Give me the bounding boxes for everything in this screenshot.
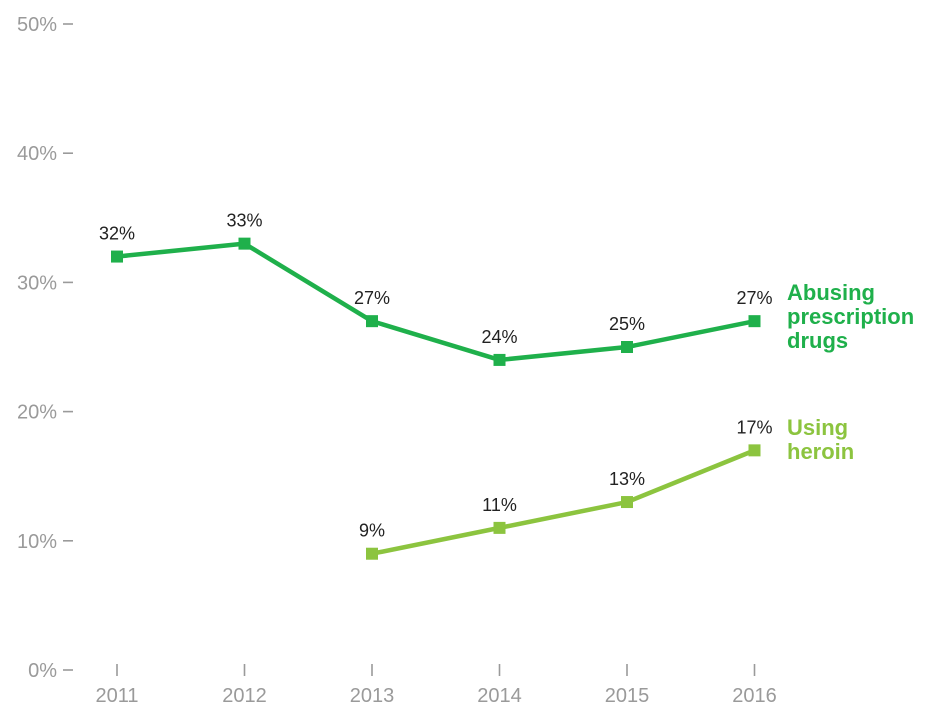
data-label: 32% xyxy=(99,224,135,244)
x-tick-label: 2013 xyxy=(350,685,395,707)
x-tick-label: 2016 xyxy=(732,685,777,707)
series-line xyxy=(116,241,755,363)
data-point-marker xyxy=(493,521,506,534)
data-label: 11% xyxy=(482,495,517,515)
x-tick-label: 2011 xyxy=(95,685,138,707)
data-label: 27% xyxy=(736,288,772,308)
data-label: 17% xyxy=(736,417,772,437)
series-name-label: prescription xyxy=(787,304,914,329)
data-label: 33% xyxy=(226,211,262,231)
data-point-marker xyxy=(238,237,251,250)
y-tick-label: 20% xyxy=(17,402,57,424)
data-label: 13% xyxy=(609,469,645,489)
y-tick-label: 0% xyxy=(28,660,57,682)
data-point-marker xyxy=(366,315,378,328)
data-point-marker xyxy=(111,250,123,263)
y-tick-label: 30% xyxy=(17,272,57,294)
data-point-marker xyxy=(621,496,633,509)
data-label: 25% xyxy=(609,314,645,334)
y-tick-label: 10% xyxy=(17,531,57,553)
data-labels-layer: 32% 33% 27% 24% 25% 27% 9% 11% 13% 17% xyxy=(99,211,773,541)
series-line xyxy=(371,448,756,556)
y-tick-label: 40% xyxy=(17,143,57,165)
data-point-marker xyxy=(621,341,633,353)
series-name-label: drugs xyxy=(787,328,848,353)
series-name-label: Using xyxy=(787,415,848,440)
data-label: 27% xyxy=(354,288,390,308)
x-axis: 2011 2012 2013 2014 2015 2016 xyxy=(95,664,777,707)
y-axis: 0% 10% 20% 30% 40% 50% xyxy=(17,14,73,682)
series-layer xyxy=(111,237,761,560)
y-tick-label: 50% xyxy=(17,14,57,36)
data-point-marker xyxy=(748,444,761,457)
x-tick-label: 2014 xyxy=(477,685,522,707)
x-tick-label: 2012 xyxy=(222,685,267,707)
x-tick-label: 2015 xyxy=(605,685,650,707)
data-label: 24% xyxy=(481,327,517,347)
series-name-label: Abusing xyxy=(787,280,875,305)
data-point-marker xyxy=(493,353,506,366)
data-label: 9% xyxy=(359,521,385,541)
data-point-marker xyxy=(748,315,761,328)
series-name-label: heroin xyxy=(787,439,854,464)
data-point-marker xyxy=(366,547,378,560)
